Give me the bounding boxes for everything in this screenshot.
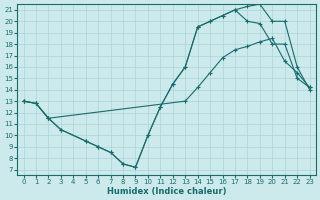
X-axis label: Humidex (Indice chaleur): Humidex (Indice chaleur) (107, 187, 226, 196)
